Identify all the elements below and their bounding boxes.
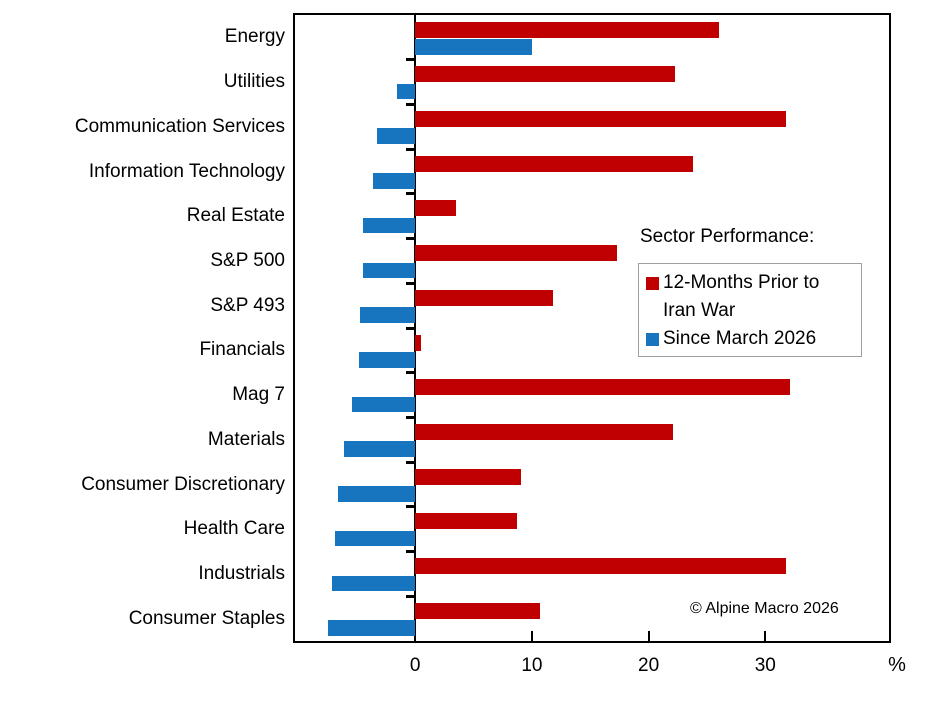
category-label: Health Care	[183, 518, 285, 540]
bar-prior-iran-war	[415, 66, 676, 83]
bar-prior-iran-war	[415, 379, 790, 396]
bar-since-march-2026	[344, 441, 416, 457]
category-label: Mag 7	[232, 384, 285, 406]
bar-prior-iran-war	[415, 155, 693, 172]
bar-since-march-2026	[362, 262, 416, 279]
x-axis-tick	[647, 631, 650, 641]
bar-prior-iran-war	[415, 289, 553, 306]
bar-since-march-2026	[359, 352, 416, 368]
category-separator-tick	[406, 147, 416, 151]
bar-since-march-2026	[373, 173, 416, 189]
category-separator-tick	[406, 281, 416, 285]
x-tick-label: 10	[521, 655, 543, 676]
category-separator-tick	[406, 326, 416, 330]
bar-since-march-2026	[360, 307, 416, 323]
legend-swatch-prior-icon	[646, 277, 659, 290]
category-label: Communication Services	[74, 115, 285, 137]
legend-entry-since: Since March 2026	[646, 325, 855, 353]
category-label: Consumer Staples	[128, 607, 285, 629]
category-separator-tick	[406, 550, 416, 554]
bar-prior-iran-war	[415, 513, 517, 530]
category-label: Information Technology	[88, 160, 285, 182]
category-label: Consumer Discretionary	[81, 473, 285, 495]
bar-prior-iran-war	[415, 245, 618, 262]
bar-prior-iran-war	[415, 334, 422, 351]
bar-prior-iran-war	[415, 110, 787, 127]
x-axis-unit-label: %	[888, 654, 906, 676]
category-separator-tick	[406, 237, 416, 241]
bar-since-march-2026	[327, 620, 416, 636]
legend-title: Sector Performance:	[640, 226, 815, 247]
category-separator-tick	[406, 102, 416, 106]
bar-since-march-2026	[352, 396, 416, 413]
bar-prior-iran-war	[415, 21, 719, 38]
category-label: Energy	[224, 26, 285, 48]
category-label: Financials	[199, 339, 285, 361]
legend-label-since: Since March 2026	[663, 328, 817, 349]
category-label: Industrials	[198, 562, 285, 584]
category-label: Real Estate	[186, 205, 285, 227]
category-label: S&P 500	[210, 249, 285, 271]
bar-prior-iran-war	[415, 558, 787, 575]
bar-prior-iran-war	[415, 423, 674, 440]
category-separator-tick	[406, 415, 416, 419]
x-axis-tick	[764, 631, 767, 641]
bar-since-march-2026	[338, 486, 416, 502]
category-separator-tick	[406, 371, 416, 375]
bar-prior-iran-war	[415, 468, 522, 485]
zero-axis-line	[414, 15, 417, 641]
category-separator-tick	[406, 594, 416, 598]
bar-prior-iran-war	[415, 602, 541, 619]
x-tick-label: 20	[638, 655, 660, 676]
x-tick-label: 0	[409, 655, 421, 676]
legend-swatch-since-icon	[646, 333, 659, 346]
category-separator-tick	[406, 505, 416, 509]
legend: 12-Months Prior to Iran War Since March …	[638, 263, 862, 357]
x-tick-label: 30	[754, 655, 776, 676]
category-label: Materials	[207, 428, 285, 450]
bar-since-march-2026	[334, 530, 416, 547]
x-axis-tick	[530, 631, 533, 641]
category-separator-tick	[406, 460, 416, 464]
bar-since-march-2026	[415, 39, 532, 55]
bar-since-march-2026	[376, 128, 416, 144]
copyright-note: © Alpine Macro 2026	[690, 600, 839, 617]
category-separator-tick	[406, 192, 416, 196]
category-label: S&P 493	[210, 294, 285, 316]
legend-entry-prior: 12-Months Prior to Iran War	[646, 269, 855, 325]
category-label: Utilities	[223, 71, 285, 93]
legend-label-prior: 12-Months Prior to Iran War	[663, 272, 820, 321]
bar-prior-iran-war	[415, 200, 457, 217]
bar-since-march-2026	[332, 575, 416, 592]
bar-since-march-2026	[362, 217, 416, 234]
bar-since-march-2026	[396, 83, 416, 100]
category-separator-tick	[406, 58, 416, 62]
